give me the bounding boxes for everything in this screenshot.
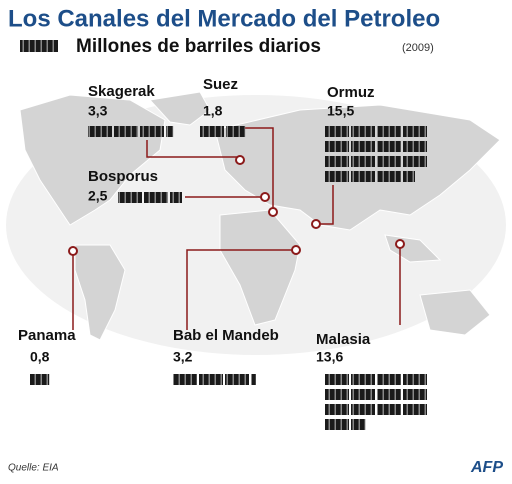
barrel bbox=[199, 374, 223, 385]
barrel bbox=[351, 419, 366, 430]
markers bbox=[68, 155, 405, 256]
channel-value: 13,6 bbox=[316, 349, 343, 365]
barrel bbox=[377, 404, 401, 415]
barrel bbox=[173, 374, 197, 385]
source: Quelle: EIA bbox=[8, 463, 59, 474]
barrel bbox=[351, 404, 375, 415]
barrels bbox=[325, 126, 427, 182]
barrel bbox=[251, 374, 256, 385]
barrel bbox=[403, 141, 427, 152]
barrel bbox=[325, 126, 349, 137]
barrels bbox=[173, 374, 256, 385]
barrel bbox=[377, 389, 401, 400]
barrel bbox=[225, 374, 249, 385]
channel-value: 2,5 bbox=[88, 188, 108, 204]
barrels bbox=[30, 374, 50, 385]
channel-name: Panama bbox=[18, 327, 76, 344]
barrel bbox=[377, 171, 401, 182]
channel-value: 3,2 bbox=[173, 349, 193, 365]
barrels bbox=[325, 374, 427, 430]
barrel bbox=[114, 126, 138, 137]
barrel bbox=[170, 192, 182, 203]
channel-name: Suez bbox=[203, 76, 238, 93]
barrel bbox=[403, 126, 427, 137]
barrels bbox=[118, 192, 182, 203]
barrel bbox=[351, 389, 375, 400]
legend-label: Millones de barriles diarios bbox=[76, 36, 321, 57]
barrel bbox=[325, 389, 349, 400]
barrel bbox=[377, 374, 401, 385]
barrel bbox=[351, 171, 375, 182]
barrel bbox=[325, 171, 349, 182]
barrel bbox=[140, 126, 164, 137]
barrel bbox=[403, 404, 427, 415]
barrel bbox=[30, 374, 50, 385]
barrels bbox=[200, 126, 246, 137]
world-map bbox=[6, 91, 506, 355]
channel-name: Malasia bbox=[316, 331, 371, 348]
barrel bbox=[325, 141, 349, 152]
barrel bbox=[403, 374, 427, 385]
barrel bbox=[351, 156, 375, 167]
barrel bbox=[88, 126, 112, 137]
channel-name: Bosporus bbox=[88, 168, 158, 185]
barrel bbox=[351, 141, 375, 152]
channel-value: 0,8 bbox=[30, 349, 50, 365]
channel-name: Skagerak bbox=[88, 83, 155, 100]
channel-name: Ormuz bbox=[327, 84, 375, 101]
agency-logo: AFP bbox=[470, 459, 503, 476]
title: Los Canales del Mercado del Petroleo bbox=[8, 5, 440, 32]
barrel bbox=[118, 192, 142, 203]
barrel bbox=[403, 171, 415, 182]
barrel bbox=[226, 126, 246, 137]
legend-icon bbox=[20, 40, 58, 52]
barrel bbox=[377, 141, 401, 152]
barrel bbox=[200, 126, 224, 137]
barrel bbox=[166, 126, 174, 137]
year: (2009) bbox=[402, 42, 434, 54]
barrel bbox=[351, 374, 375, 385]
barrel bbox=[403, 156, 427, 167]
barrel bbox=[377, 156, 401, 167]
barrel bbox=[351, 126, 375, 137]
barrel bbox=[403, 389, 427, 400]
barrel bbox=[325, 374, 349, 385]
barrels bbox=[88, 126, 174, 137]
barrel bbox=[325, 156, 349, 167]
barrel bbox=[325, 419, 349, 430]
barrel bbox=[377, 126, 401, 137]
channel-value: 15,5 bbox=[327, 103, 354, 119]
channel-value: 3,3 bbox=[88, 103, 108, 119]
channel-value: 1,8 bbox=[203, 103, 223, 119]
barrel bbox=[144, 192, 168, 203]
barrel bbox=[325, 404, 349, 415]
channel-name: Bab el Mandeb bbox=[173, 327, 279, 344]
